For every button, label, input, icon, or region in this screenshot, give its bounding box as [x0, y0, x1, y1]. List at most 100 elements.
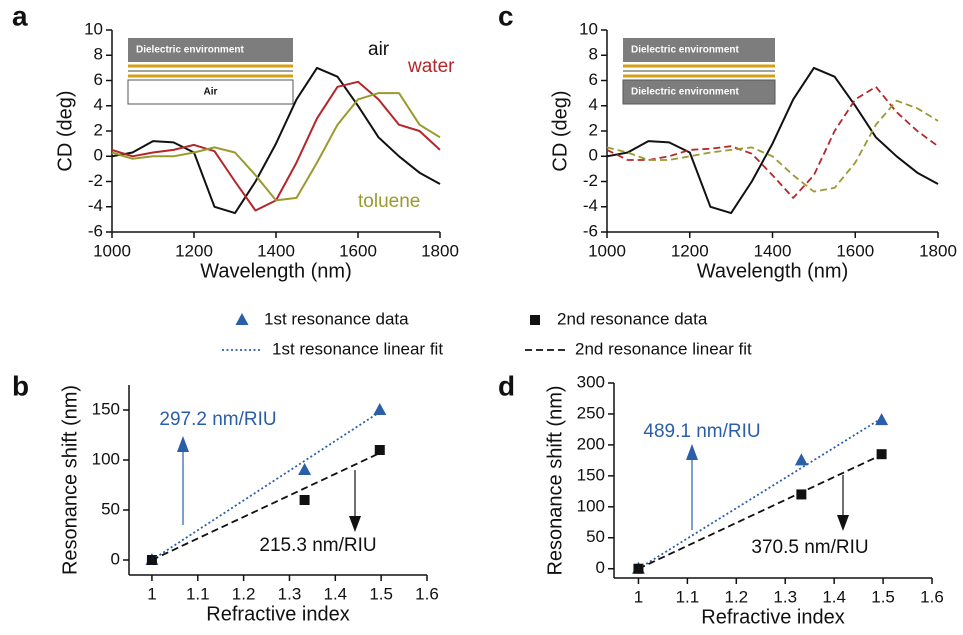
x-tick-label: 1 — [147, 584, 156, 603]
y-tick-label: -4 — [88, 196, 103, 215]
annotation: 489.1 nm/RIU — [643, 421, 760, 442]
x-tick-label: 1.5 — [871, 587, 895, 606]
x-tick-label: 1.6 — [415, 584, 439, 603]
legend-label: 2nd resonance linear fit — [575, 339, 752, 358]
arrow-head — [349, 516, 361, 532]
point — [299, 495, 310, 505]
legend-marker — [235, 313, 249, 325]
annotation: 215.3 nm/RIU — [259, 535, 376, 556]
y-tick-label: 8 — [589, 45, 598, 64]
line — [606, 66, 939, 215]
panel-letter: b — [12, 370, 29, 401]
x-axis-label: Wavelength (nm) — [697, 260, 849, 282]
y-tick-label: 2 — [589, 120, 598, 139]
y-tick-label: 0 — [589, 146, 598, 165]
y-axis-label: Resonance shift (nm) — [544, 385, 566, 575]
y-tick-label: 2 — [94, 120, 103, 139]
y-tick-label: 50 — [586, 527, 605, 546]
x-tick-label: 1 — [634, 587, 643, 606]
y-tick-label: 150 — [577, 465, 605, 484]
line — [606, 99, 939, 193]
panel: a -6 -4 -2 0 2 4 6 8 10 1000 1200 1400 1600 1800 Wavele… — [12, 0, 459, 282]
x-tick-label: 1600 — [339, 241, 377, 260]
x-tick-label: 1.2 — [724, 587, 748, 606]
y-tick-label: 8 — [94, 45, 103, 64]
y-tick-label: 4 — [94, 95, 103, 114]
inset-layer — [127, 79, 294, 105]
panel-letter: c — [498, 0, 514, 31]
inset-layer — [623, 38, 775, 62]
curve-label: toluene — [358, 191, 420, 212]
annotation: 297.2 nm/RIU — [159, 409, 276, 430]
line — [638, 453, 882, 570]
y-tick-label: 200 — [577, 434, 605, 453]
point — [876, 449, 887, 460]
x-tick-label: 1600 — [836, 241, 874, 260]
panel-letter: d — [498, 370, 515, 401]
x-tick-label: 1.3 — [773, 587, 797, 606]
y-tick-label: 250 — [577, 403, 605, 422]
y-tick-label: 4 — [589, 95, 598, 114]
y-axis-label: Resonance shift (nm) — [59, 385, 81, 575]
inset-label: Dielectric environment — [631, 87, 739, 98]
inset: Dielectric environment Dielectric environ… — [622, 38, 776, 105]
inset-layer — [622, 79, 776, 105]
inset-label: Dielectric environment — [631, 45, 739, 56]
y-tick-label: 300 — [577, 372, 605, 391]
point — [794, 453, 808, 466]
legend-label: 2nd resonance data — [557, 309, 708, 328]
inset-layer — [128, 38, 293, 62]
arrow-head — [177, 436, 189, 452]
x-tick-label: 1.4 — [822, 587, 846, 606]
x-tick-label: 1400 — [257, 241, 295, 260]
x-tick-label: 1000 — [588, 241, 626, 260]
point — [796, 489, 807, 500]
y-tick-label: 10 — [579, 19, 598, 38]
y-tick-label: 150 — [92, 399, 120, 418]
x-tick-label: 1.2 — [232, 584, 256, 603]
annotation: 370.5 nm/RIU — [751, 537, 868, 558]
line — [111, 66, 441, 215]
inset-label: Air — [204, 87, 218, 98]
panel: c -6 -4 -2 0 2 4 6 8 10 1000 1200 1400 1600 1800 Wavele… — [498, 0, 957, 282]
point — [633, 563, 644, 574]
x-tick-label: 1.4 — [323, 584, 347, 603]
y-tick-label: -2 — [583, 171, 598, 190]
y-axis-label: CD (deg) — [549, 90, 571, 171]
y-tick-label: 100 — [92, 449, 120, 468]
x-axis-label: Refractive index — [206, 603, 349, 625]
x-tick-label: 1200 — [671, 241, 709, 260]
y-tick-label: -4 — [583, 196, 598, 215]
y-tick-label: 100 — [577, 496, 605, 515]
x-tick-label: 1400 — [754, 241, 792, 260]
y-tick-label: -6 — [88, 221, 103, 240]
legend-label: 1st resonance linear fit — [272, 339, 443, 358]
x-tick-label: 1.5 — [369, 584, 393, 603]
x-tick-label: 1.3 — [278, 584, 302, 603]
y-tick-label: 0 — [111, 549, 120, 568]
arrow-head — [686, 444, 698, 460]
line — [151, 452, 381, 561]
y-tick-label: 6 — [94, 70, 103, 89]
inset: Dielectric environment Air — [127, 38, 294, 105]
x-axis-label: Refractive index — [701, 606, 844, 628]
x-axis-label: Wavelength (nm) — [200, 260, 352, 282]
point — [373, 403, 387, 415]
line — [111, 92, 441, 202]
x-tick-label: 1.1 — [186, 584, 210, 603]
x-tick-label: 1800 — [919, 241, 957, 260]
y-tick-label: 50 — [101, 499, 120, 518]
x-tick-label: 1800 — [421, 241, 459, 260]
legend-marker — [530, 315, 540, 325]
curve-label: water — [407, 56, 455, 77]
y-tick-label: -6 — [583, 221, 598, 240]
y-tick-label: 0 — [94, 146, 103, 165]
point — [298, 463, 312, 475]
arrow-head — [837, 515, 849, 531]
curve-label: air — [368, 39, 390, 60]
y-tick-label: 0 — [596, 558, 605, 577]
panel: d 0 50 100 150 200 250 300 1 1.1 1.2 1.3 1.4 1.5 1.6 Re… — [498, 370, 944, 628]
line — [606, 85, 939, 199]
